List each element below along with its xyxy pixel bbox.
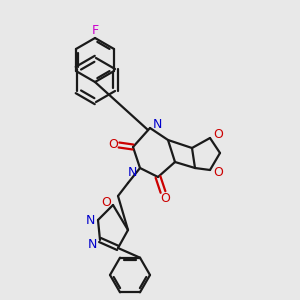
Text: O: O [160,193,170,206]
Text: O: O [108,139,118,152]
Text: N: N [87,238,97,250]
Text: O: O [213,167,223,179]
Text: N: N [152,118,162,131]
Text: F: F [92,23,99,37]
Text: N: N [127,167,137,179]
Text: O: O [213,128,223,142]
Text: O: O [101,196,111,208]
Text: N: N [85,214,95,226]
